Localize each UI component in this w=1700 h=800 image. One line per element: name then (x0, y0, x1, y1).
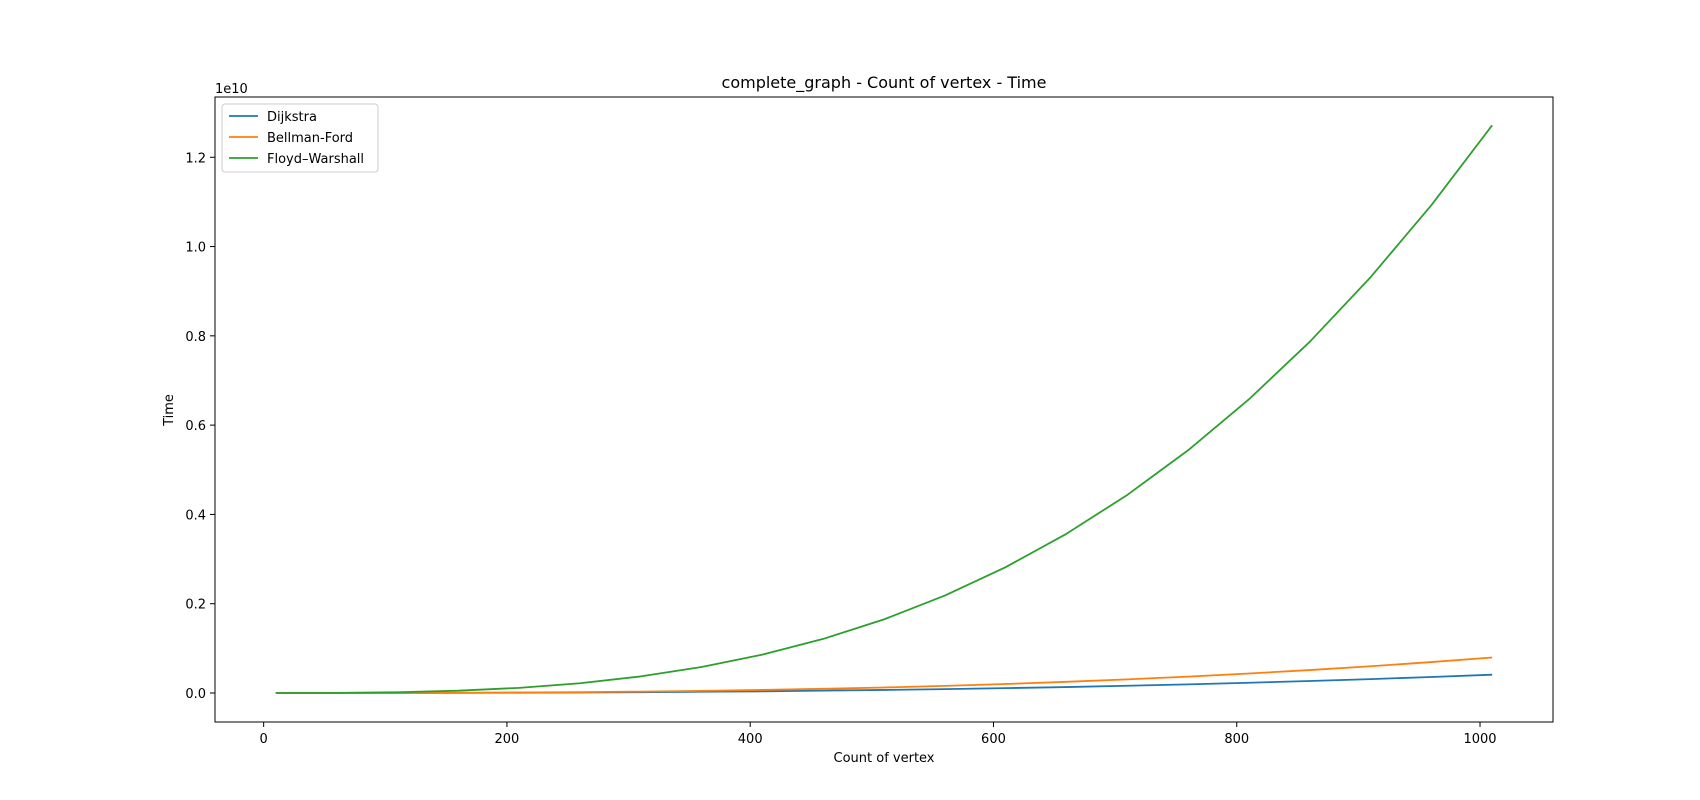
legend-items: Dijkstra Bellman-Ford Floyd–Warshall (229, 110, 364, 167)
y-tick-label: 0.6 (185, 419, 206, 434)
x-axis-label: Count of vertex (834, 751, 935, 766)
legend-box (221, 103, 379, 173)
series-line-2 (275, 124, 1493, 694)
x-tick-label: 800 (1224, 732, 1249, 747)
y-tick-label: 0.4 (185, 508, 206, 523)
y-tick-label: 1.0 (185, 241, 206, 256)
y-tick-label: 0.8 (185, 330, 206, 345)
legend-label: Floyd–Warshall (267, 152, 364, 167)
y-offset-label: 1e10 (215, 82, 248, 97)
legend: Dijkstra Bellman-Ford Floyd–Warshall (221, 103, 379, 173)
y-tick-label: 1.2 (185, 151, 206, 166)
legend-label: Bellman-Ford (267, 131, 353, 146)
y-axis-label: Time (162, 394, 177, 427)
y-axis: 0.0 0.2 0.4 0.6 0.8 1.0 1.2 (185, 151, 215, 702)
chart-title: complete_graph - Count of vertex - Time (722, 73, 1047, 93)
x-tick-label: 0 (260, 732, 268, 747)
x-tick-label: 400 (738, 732, 763, 747)
y-tick-label: 0.0 (185, 687, 206, 702)
x-tick-label: 1000 (1463, 732, 1496, 747)
series-line-1 (275, 656, 1493, 694)
x-tick-label: 600 (981, 732, 1006, 747)
x-tick-label: 200 (495, 732, 520, 747)
y-tick-label: 0.2 (185, 598, 206, 613)
x-axis: 0 200 400 600 800 1000 (260, 722, 1497, 747)
series-layer (275, 124, 1493, 694)
plot-frame (214, 96, 1554, 723)
legend-label: Dijkstra (267, 110, 317, 125)
